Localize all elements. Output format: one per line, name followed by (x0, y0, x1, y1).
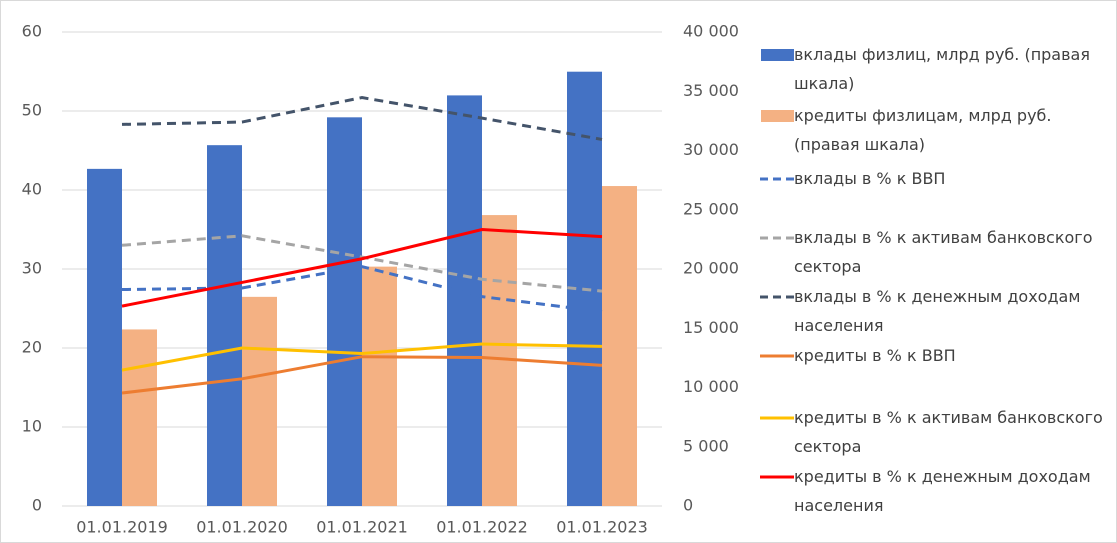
bar (362, 266, 397, 506)
legend-swatch (758, 286, 794, 308)
y-tick-label: 20 (22, 338, 42, 357)
legend-label: кредиты в % к денежным доходам населения (794, 467, 1091, 515)
x-tick-label: 01.01.2020 (196, 518, 288, 537)
x-tick-label: 01.01.2022 (436, 518, 528, 537)
legend-entry: кредиты физлицам, млрд руб. (правая шкал… (758, 105, 1114, 159)
legend-marker (760, 295, 794, 299)
bar (327, 117, 362, 506)
y2-tick-label: 5 000 (683, 436, 729, 455)
legend-swatch (758, 227, 794, 249)
x-tick-label: 01.01.2021 (316, 518, 408, 537)
legend-label: кредиты в % к ВВП (794, 346, 956, 365)
y-tick-label: 0 (32, 496, 42, 515)
legend-entry: вклады физлиц, млрд руб. (правая шкала) (758, 44, 1114, 98)
legend-entry: вклады в % к ВВП (758, 168, 1114, 193)
x-tick-label: 01.01.2019 (76, 518, 168, 537)
y2-tick-label: 25 000 (683, 199, 739, 218)
line (121, 227, 603, 308)
y-tick-label: 60 (22, 22, 42, 41)
legend-label: вклады в % к активам банковского сектора (794, 228, 1093, 276)
legend-label: кредиты в % к активам банковского сектор… (794, 408, 1103, 456)
bar (207, 145, 242, 507)
y2-tick-label: 35 000 (683, 81, 739, 100)
legend-entry: кредиты в % к денежным доходам населения (758, 466, 1114, 520)
line (121, 342, 603, 372)
legend-label: вклады в % к денежным доходам населения (794, 287, 1081, 335)
line (121, 265, 603, 314)
y2-tick-label: 30 000 (683, 140, 739, 159)
y2-tick-label: 0 (683, 496, 693, 515)
legend-marker-bar (761, 49, 794, 61)
legend-label: кредиты физлицам, млрд руб. (правая шкал… (794, 106, 1052, 154)
legend-marker (760, 177, 794, 181)
line (121, 96, 603, 141)
legend-entry: кредиты в % к ВВП (758, 345, 1114, 370)
legend-swatch (758, 105, 794, 127)
legend-label: вклады физлиц, млрд руб. (правая шкала) (794, 45, 1090, 93)
legend-swatch (758, 44, 794, 66)
legend-swatch (758, 407, 794, 429)
y-tick-label: 40 (22, 180, 42, 199)
x-tick-label: 01.01.2023 (556, 518, 648, 537)
legend-label: вклады в % к ВВП (794, 169, 946, 188)
legend-marker (760, 354, 794, 358)
bar (447, 95, 482, 507)
legend-marker (760, 236, 794, 240)
legend-marker (760, 416, 794, 420)
bar (602, 186, 637, 507)
bar (122, 329, 157, 506)
y-tick-label: 10 (22, 417, 42, 436)
line (121, 234, 603, 293)
y2-tick-label: 20 000 (683, 259, 739, 278)
legend-entry: вклады в % к денежным доходам населения (758, 286, 1114, 340)
legend-marker (760, 475, 794, 479)
y-tick-label: 30 (22, 259, 42, 278)
legend-swatch (758, 466, 794, 488)
y2-tick-label: 10 000 (683, 377, 739, 396)
legend-entry: кредиты в % к активам банковского сектор… (758, 407, 1114, 461)
legend-marker (761, 49, 794, 61)
legend-swatch (758, 168, 794, 190)
y-tick-label: 50 (22, 101, 42, 120)
y2-tick-label: 15 000 (683, 318, 739, 337)
legend-marker-bar (761, 110, 794, 122)
legend-entry: вклады в % к активам банковского сектора (758, 227, 1114, 281)
line (121, 355, 603, 395)
bar (87, 168, 122, 506)
legend-marker (761, 110, 794, 122)
bar (242, 296, 277, 506)
legend-swatch (758, 345, 794, 367)
y2-tick-label: 40 000 (683, 22, 739, 41)
